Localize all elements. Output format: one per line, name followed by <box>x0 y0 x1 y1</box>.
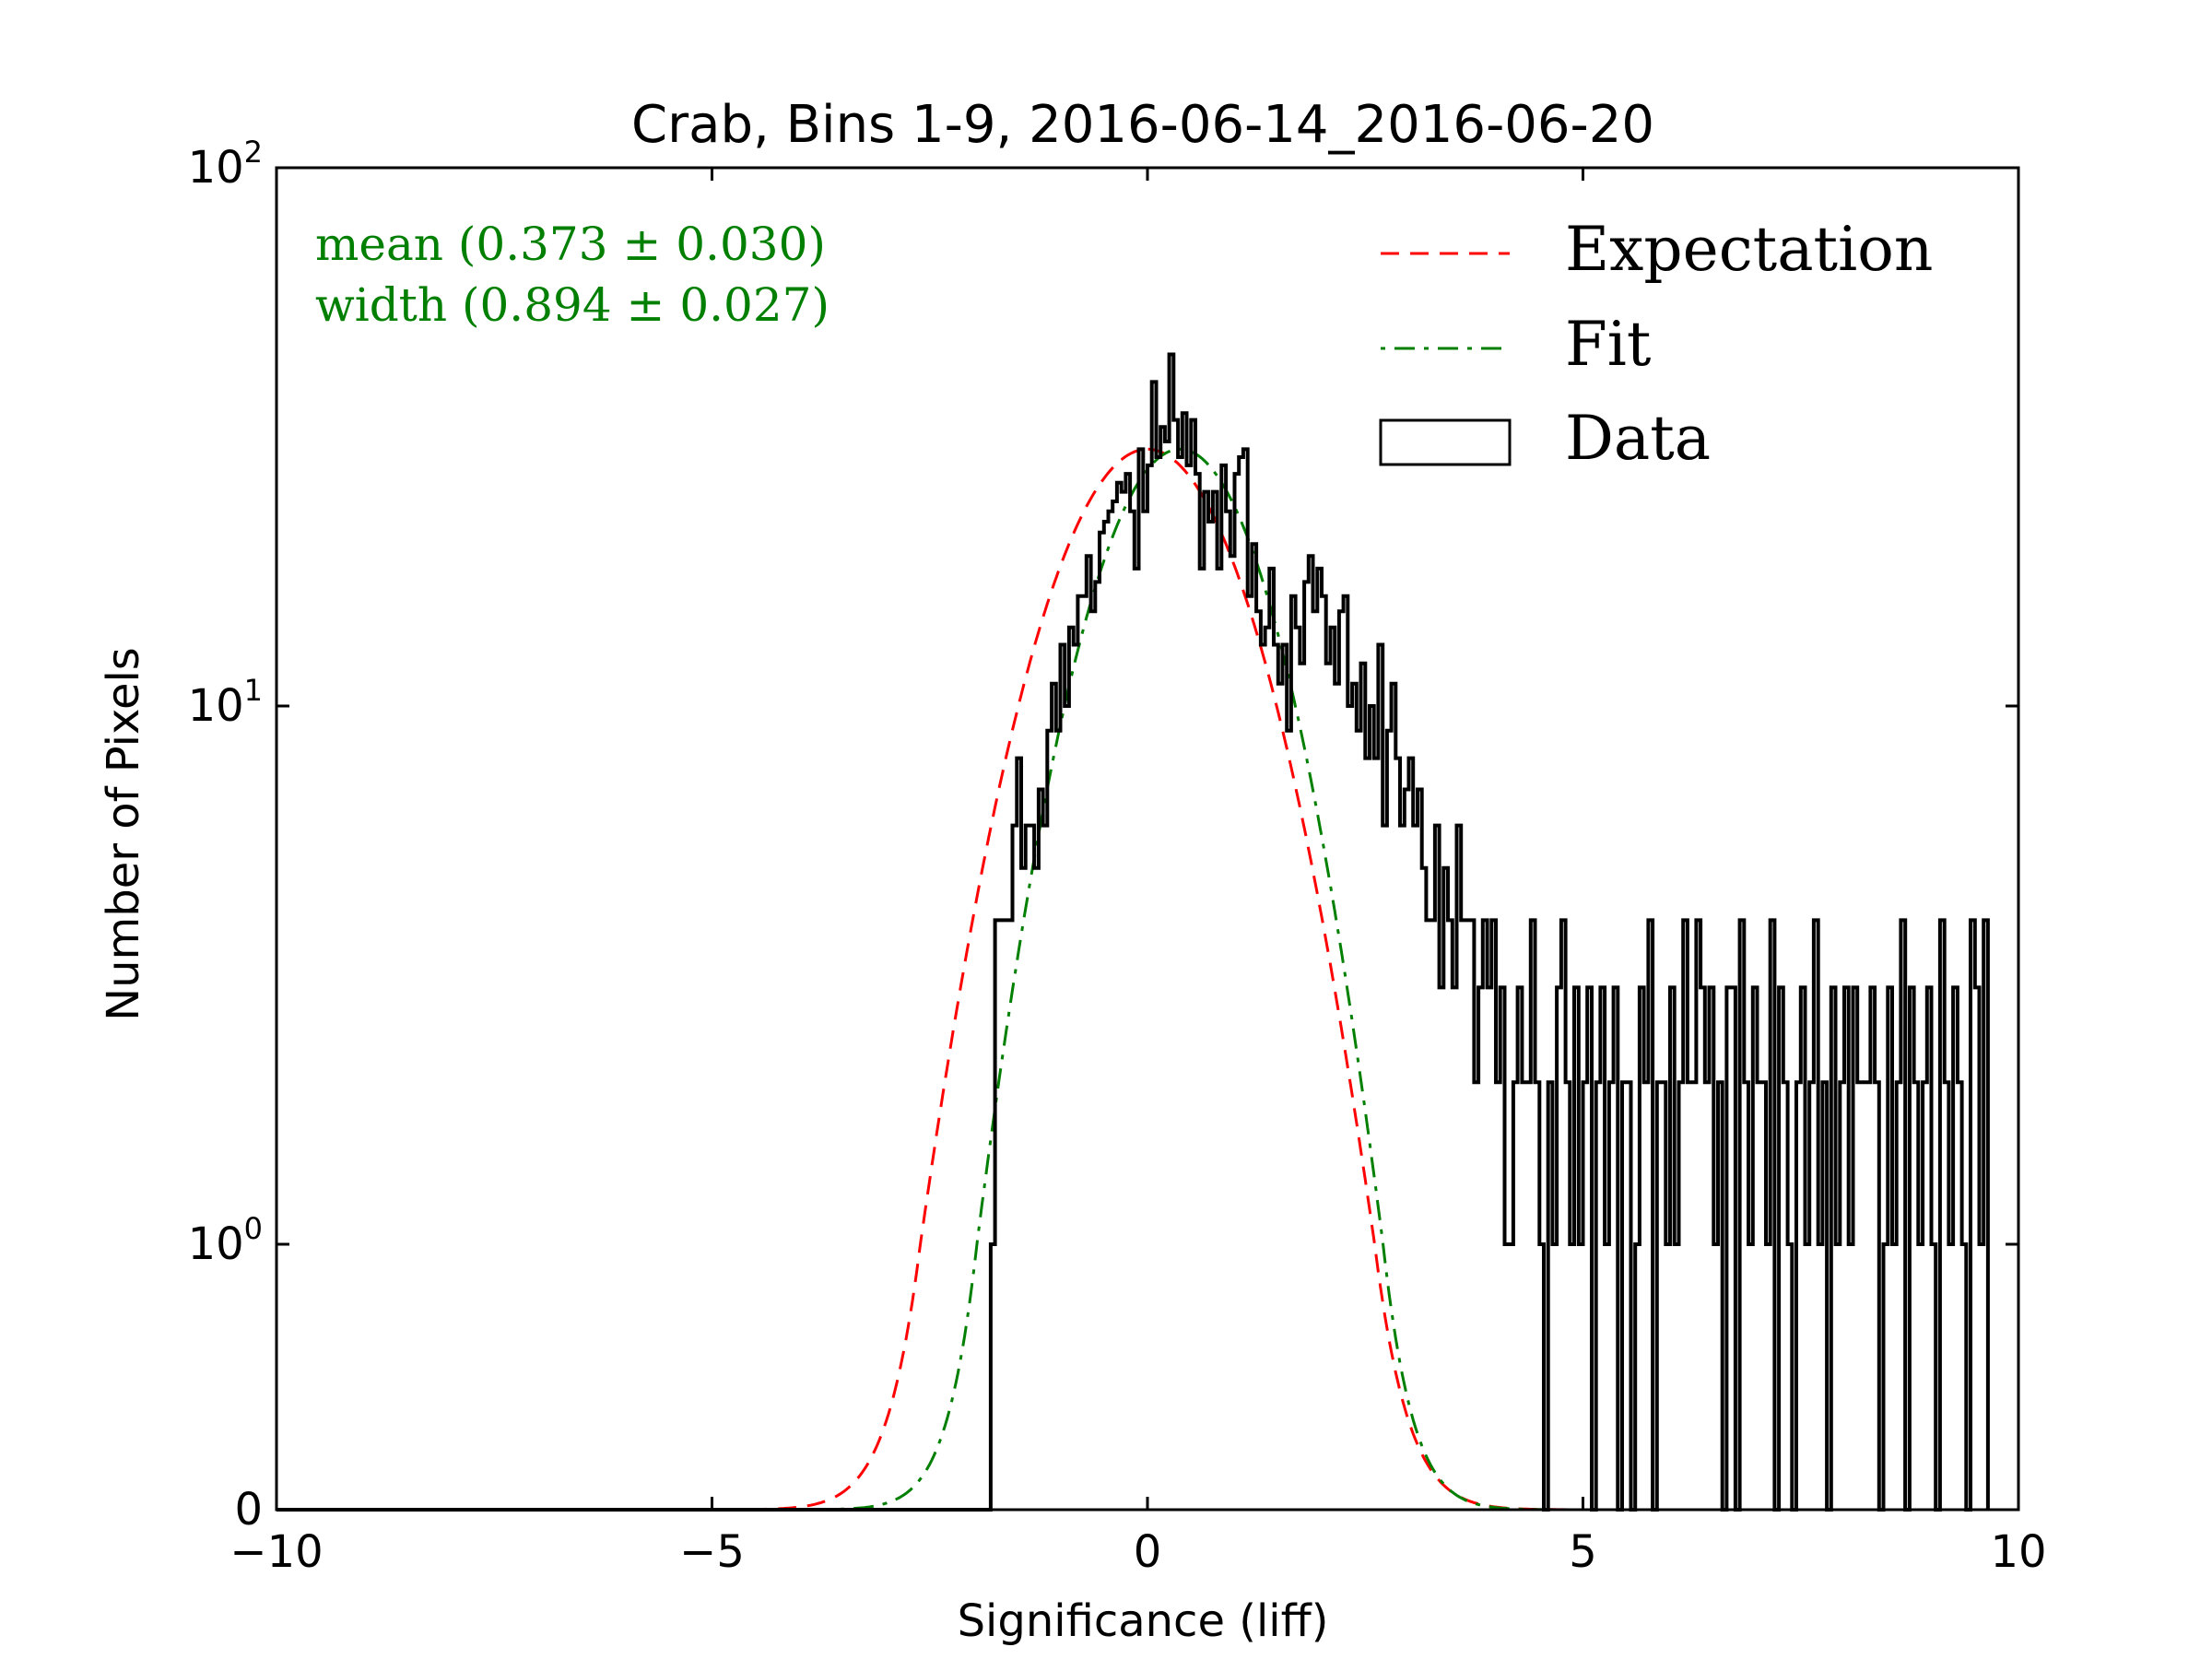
x-tick-label: 5 <box>1569 1526 1597 1578</box>
legend: Expectation Fit Data <box>1379 214 1933 474</box>
mean-annotation: mean (0.373 ± 0.030) <box>315 218 826 271</box>
legend-label: Data <box>1565 403 1711 474</box>
fit-curve <box>276 447 2018 1512</box>
x-tick-label: −5 <box>679 1526 745 1578</box>
legend-label: Fit <box>1565 309 1651 380</box>
y-axis-label: Number of Pixels <box>98 647 149 1021</box>
axes-frame <box>275 166 2020 1512</box>
legend-swatch <box>1379 418 1512 466</box>
y-tick-label: 0 <box>234 1484 263 1535</box>
legend-label: Expectation <box>1565 214 1933 285</box>
x-tick-label: 10 <box>1990 1526 2046 1578</box>
expectation-curve <box>276 447 2018 1512</box>
x-tick-label: −10 <box>229 1526 323 1578</box>
x-axis-label: Significance (liff) <box>958 1595 1329 1647</box>
y-axis: 0 100 101 102 <box>188 135 2018 1535</box>
y-tick-label: 102 <box>188 135 263 194</box>
width-annotation: width (0.894 ± 0.027) <box>315 278 830 332</box>
x-axis: −10 −5 0 5 10 <box>229 168 2047 1578</box>
y-tick-label: 100 <box>188 1211 263 1270</box>
y-tick-label: 101 <box>188 673 263 732</box>
data-histogram-step <box>276 352 1990 1512</box>
chart-title: Crab, Bins 1-9, 2016-06-14_2016-06-20 <box>631 95 1654 155</box>
x-tick-label: 0 <box>1134 1526 1162 1578</box>
